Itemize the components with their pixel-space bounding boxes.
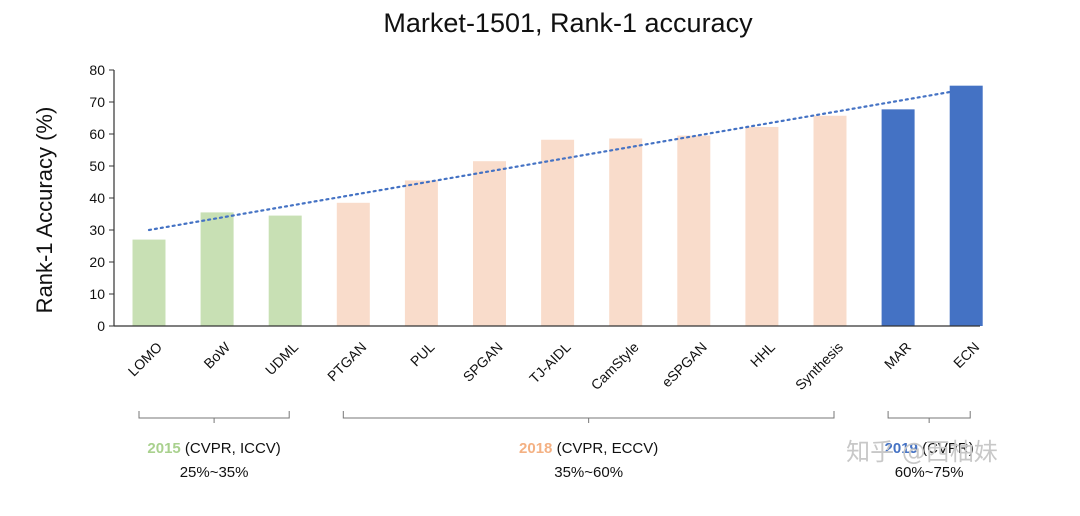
bar-lomo — [132, 239, 166, 326]
group-label: 2015 (CVPR, ICCV) — [147, 440, 280, 457]
y-axis-label: Rank-1 Accuracy (%) — [32, 107, 57, 314]
axes — [113, 70, 980, 327]
y-tick-label: 30 — [89, 222, 105, 238]
y-tick-label: 0 — [97, 318, 105, 334]
bar-udml — [268, 215, 302, 326]
trendline-layer — [147, 88, 968, 232]
group-range: 35%~60% — [554, 464, 623, 481]
bar-espgan — [677, 135, 711, 326]
category-label: MAR — [881, 339, 914, 372]
group-bracket — [887, 411, 971, 423]
category-label: ECN — [950, 339, 982, 371]
category-label: SPGAN — [460, 339, 506, 385]
y-tick-label: 50 — [89, 158, 105, 174]
bar-hhl — [745, 126, 779, 327]
group-venue: (CVPR, ECCV) — [552, 440, 658, 457]
group-label: 2019 (CVPR) — [885, 440, 974, 457]
y-tick-label: 40 — [89, 190, 105, 206]
group-venue: (CVPR, ICCV) — [181, 440, 281, 457]
group-year: 2018 — [519, 440, 552, 457]
y-tick-label: 60 — [89, 126, 105, 142]
group-range: 60%~75% — [895, 464, 964, 481]
group-year: 2019 — [885, 440, 918, 457]
category-label: Synthesis — [792, 339, 846, 393]
y-tick-label: 80 — [89, 62, 105, 78]
bar-pul — [404, 180, 438, 326]
bar-mar — [881, 109, 915, 326]
y-axis-ticks: 0 10 20 30 40 50 60 70 80 — [89, 62, 114, 334]
bar-camstyle — [609, 138, 643, 326]
category-label: eSPGAN — [658, 339, 709, 390]
category-label: LOMO — [125, 339, 166, 380]
category-label: PUL — [407, 339, 438, 370]
bar-spgan — [473, 161, 506, 326]
category-labels: LOMO BoW UDML PTGAN PUL SPGAN TJ-AIDL CamStyle e… — [125, 338, 983, 393]
y-tick-label: 20 — [89, 254, 105, 270]
category-label: HHL — [747, 339, 778, 370]
y-tick-label: 70 — [89, 94, 105, 110]
watermark: 知乎 @西柚妹 — [846, 438, 998, 466]
group-bracket — [342, 411, 835, 423]
category-label: UDML — [262, 339, 302, 379]
bar-tj-aidl — [541, 139, 575, 326]
bar-synthesis — [813, 115, 847, 326]
trendline — [147, 88, 968, 232]
group-label: 2018 (CVPR, ECCV) — [519, 440, 658, 457]
category-label: PTGAN — [324, 339, 369, 384]
chart-title: Market-1501, Rank-1 accuracy — [383, 8, 753, 38]
group-range: 25%~35% — [180, 464, 249, 481]
category-label: BoW — [200, 338, 233, 371]
bars — [132, 85, 983, 327]
bar-ecn — [949, 85, 983, 327]
category-label: CamStyle — [588, 339, 642, 393]
bar-bow — [200, 212, 234, 326]
group-annotations: 2015 (CVPR, ICCV) 25%~35% 2018 (CVPR, ECCV… — [138, 411, 974, 481]
group-bracket — [138, 411, 290, 423]
bar-ptgan — [336, 202, 370, 326]
y-tick-label: 10 — [89, 286, 105, 302]
category-label: TJ-AIDL — [526, 339, 574, 387]
group-year: 2015 — [147, 440, 180, 457]
group-venue: (CVPR) — [918, 440, 974, 457]
